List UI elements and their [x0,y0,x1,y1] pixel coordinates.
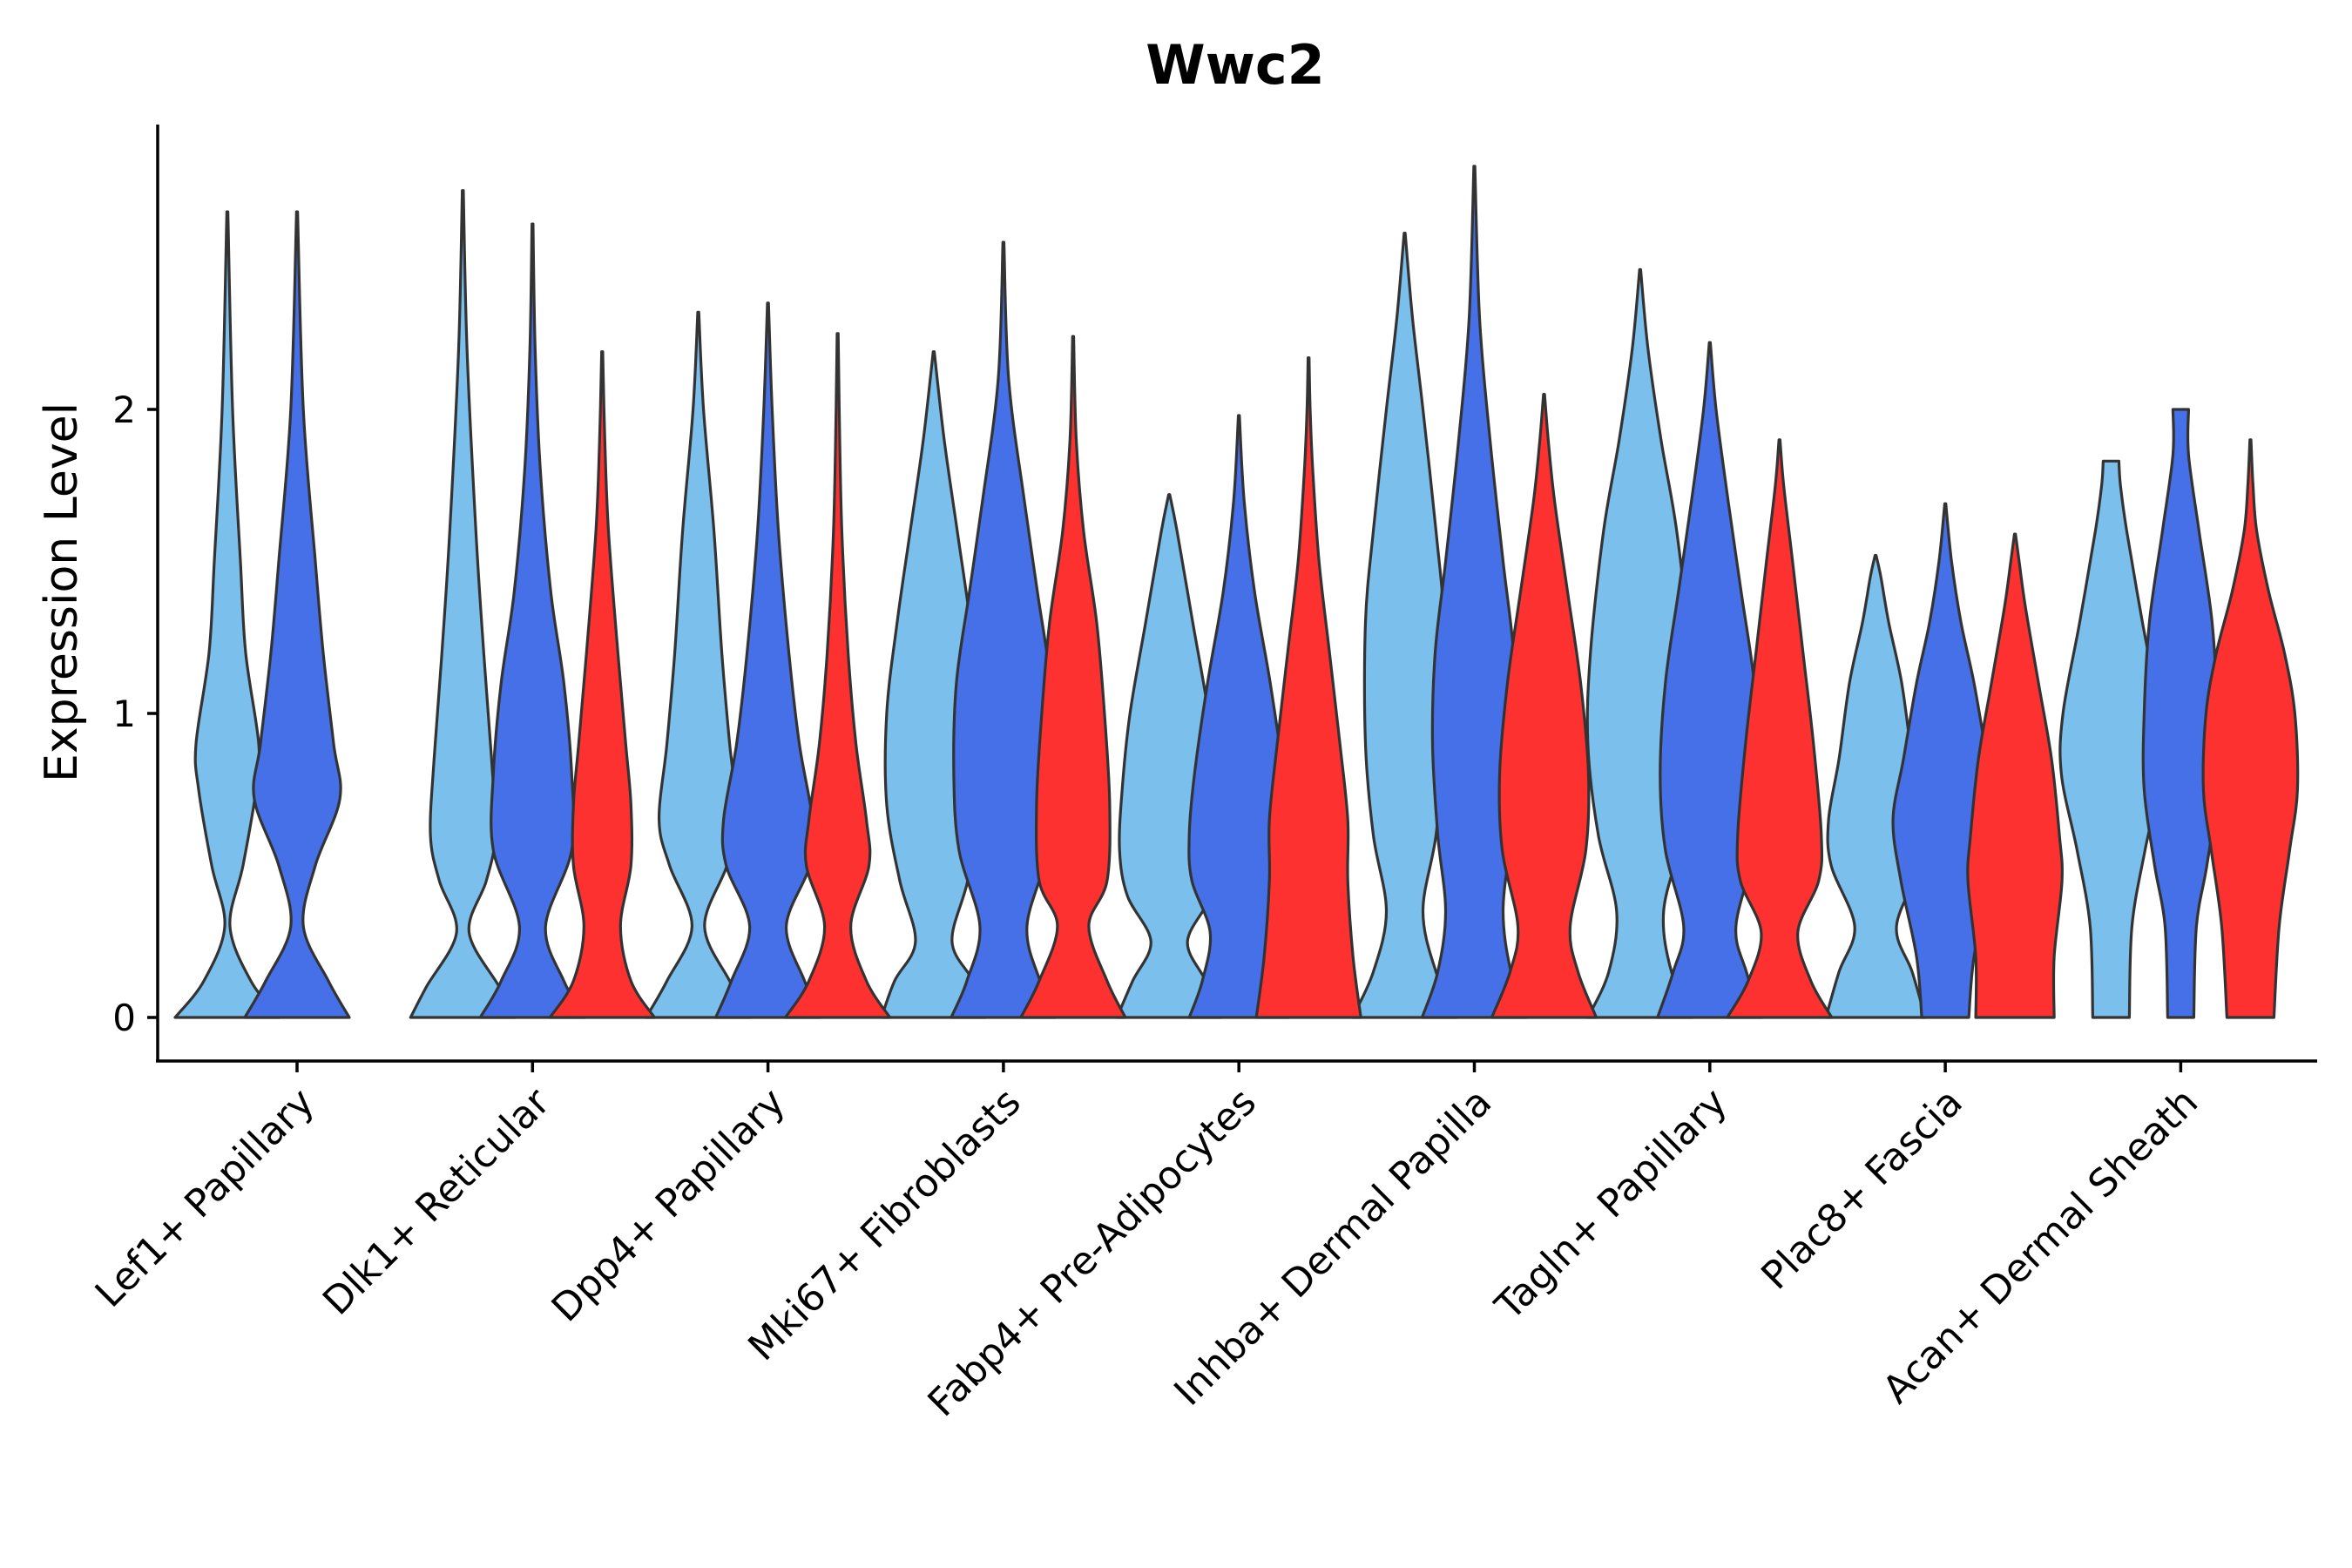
chart-title: Wwc2 [1146,33,1325,97]
violin-3 [2201,438,2300,1019]
y-tick-label: 1 [112,693,136,735]
violin-3 [1254,356,1362,1019]
violin-3 [784,332,892,1019]
x-category-label: Lef1+ Papillary [87,1080,323,1316]
violin-3 [1019,335,1127,1019]
violin-2 [243,210,351,1019]
axes [156,125,2317,1063]
violin-3 [1966,532,2064,1019]
y-tick-label: 2 [112,389,136,431]
violin-group [173,165,2300,1019]
violin-2 [714,301,822,1019]
x-category-label: Tagln+ Papillary [1486,1080,1735,1329]
violin-1 [173,210,281,1019]
violin-3 [548,350,656,1019]
violin-2 [950,240,1058,1019]
violin-1 [409,189,517,1019]
y-ticks: 0 1 2 [112,389,158,1039]
violin-3 [1726,438,1834,1019]
x-category-label: Dlk1+ Reticular [314,1079,559,1324]
violin-2 [478,222,586,1019]
y-axis-label: Expression Level [36,402,88,782]
x-category-label: Mki67+ Fibroblasts [740,1080,1029,1369]
x-category-label: Dpp4+ Papillary [544,1080,794,1331]
y-tick-label: 0 [112,997,136,1039]
x-category-label: Plac8+ Fascia [1753,1080,1971,1299]
violin-1 [645,310,753,1019]
violin-3 [1490,393,1598,1019]
violin-2 [1656,341,1764,1019]
